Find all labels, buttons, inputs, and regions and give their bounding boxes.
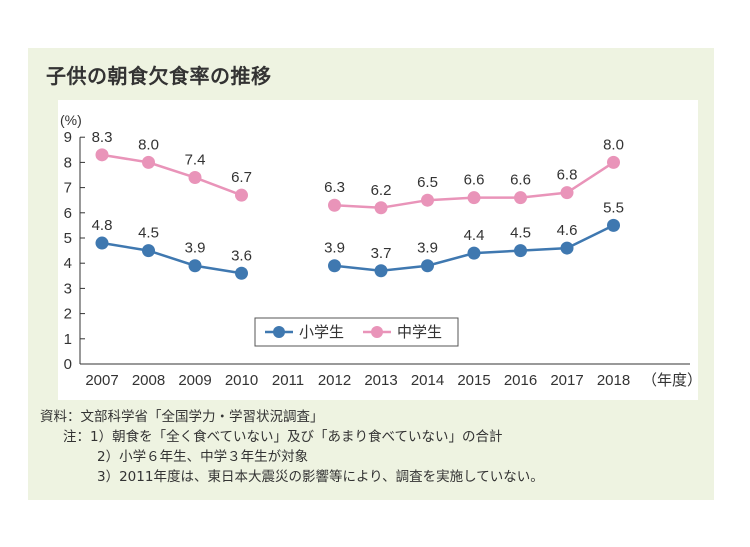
legend-marker — [371, 326, 383, 338]
data-point — [142, 244, 155, 258]
x-tick-label: 2008 — [132, 372, 165, 389]
data-label: 4.4 — [464, 227, 485, 244]
x-tick-label: 2009 — [178, 372, 211, 389]
x-tick-label: 2013 — [364, 372, 397, 389]
y-tick-label: 5 — [64, 230, 72, 247]
data-label: 6.6 — [464, 172, 485, 189]
data-label: 6.6 — [510, 172, 531, 189]
series-line — [101, 241, 242, 275]
plot-area — [58, 100, 698, 400]
data-point — [328, 198, 341, 212]
x-tick-label: 2017 — [550, 372, 583, 389]
data-label: 3.9 — [417, 240, 438, 257]
legend-label: 小学生 — [299, 323, 344, 341]
x-tick-label: 2015 — [457, 372, 490, 389]
data-point — [560, 241, 574, 255]
note-3: 3）2011年度は、東日本大震災の影響等により、調査を実施していない。 — [97, 469, 544, 485]
data-point — [514, 191, 527, 205]
y-tick-label: 9 — [64, 129, 72, 146]
data-label: 6.3 — [324, 179, 345, 196]
y-tick-label: 6 — [64, 205, 72, 222]
data-label: 3.9 — [185, 240, 206, 257]
series-line — [101, 153, 242, 197]
y-axis-unit: (%) — [60, 112, 82, 128]
data-label: 4.5 — [138, 225, 159, 242]
chart-title: 子供の朝食欠食率の推移 — [46, 64, 272, 88]
data-label: 6.5 — [417, 174, 438, 191]
data-point — [95, 148, 109, 162]
data-label: 4.8 — [92, 217, 113, 234]
x-tick-label: 2012 — [318, 372, 351, 389]
data-point — [328, 259, 341, 273]
y-tick-label: 3 — [64, 280, 72, 297]
y-tick-label: 2 — [64, 306, 72, 323]
data-point — [188, 171, 202, 185]
y-tick-label: 1 — [64, 331, 72, 348]
source-note: 資料：文部科学省「全国学力・学習状況調査」 — [40, 409, 324, 425]
data-point — [514, 244, 527, 258]
data-point — [142, 155, 155, 169]
data-point — [235, 266, 248, 280]
x-tick-label: 2018 — [597, 372, 630, 389]
data-label: 4.5 — [510, 225, 531, 242]
x-tick-label: 2014 — [411, 372, 444, 389]
data-label: 8.3 — [92, 129, 113, 146]
y-tick-label: 7 — [64, 180, 72, 197]
data-label: 3.9 — [324, 240, 345, 257]
note-1: 注：1）朝食を「全く食べていない」及び「あまり食べていない」の合計 — [63, 429, 503, 445]
x-tick-label: 2010 — [225, 372, 258, 389]
y-tick-label: 0 — [64, 356, 72, 373]
data-point — [560, 186, 574, 200]
x-tick-label: 2011 — [272, 372, 304, 389]
data-label: 8.0 — [603, 136, 624, 153]
x-axis-unit: （年度） — [642, 372, 702, 389]
data-point — [421, 259, 434, 273]
data-point — [95, 236, 109, 250]
data-point — [235, 188, 248, 202]
x-tick-label: 2016 — [504, 372, 537, 389]
data-label: 6.8 — [557, 167, 578, 184]
data-point — [607, 218, 620, 232]
data-label: 5.5 — [603, 199, 624, 216]
data-label: 8.0 — [138, 136, 159, 153]
data-label: 3.7 — [371, 245, 392, 262]
y-tick-label: 8 — [64, 154, 72, 171]
legend-marker — [273, 326, 285, 338]
data-point — [374, 201, 388, 215]
data-label: 6.7 — [231, 169, 252, 186]
data-label: 3.6 — [231, 247, 252, 264]
data-label: 6.2 — [371, 182, 392, 199]
data-point — [421, 193, 434, 207]
data-point — [467, 191, 481, 205]
data-point — [188, 259, 202, 273]
y-tick-label: 4 — [64, 255, 72, 272]
data-point — [607, 155, 620, 169]
data-point — [374, 264, 388, 278]
data-point — [467, 246, 481, 260]
data-label: 7.4 — [185, 152, 206, 169]
data-label: 4.6 — [557, 222, 578, 239]
x-tick-label: 2007 — [85, 372, 118, 389]
note-2: 2）小学６年生、中学３年生が対象 — [97, 449, 309, 465]
legend-label: 中学生 — [397, 323, 442, 341]
footnotes: 資料：文部科学省「全国学力・学習状況調査」 注：1）朝食を「全く食べていない」及… — [40, 407, 544, 487]
